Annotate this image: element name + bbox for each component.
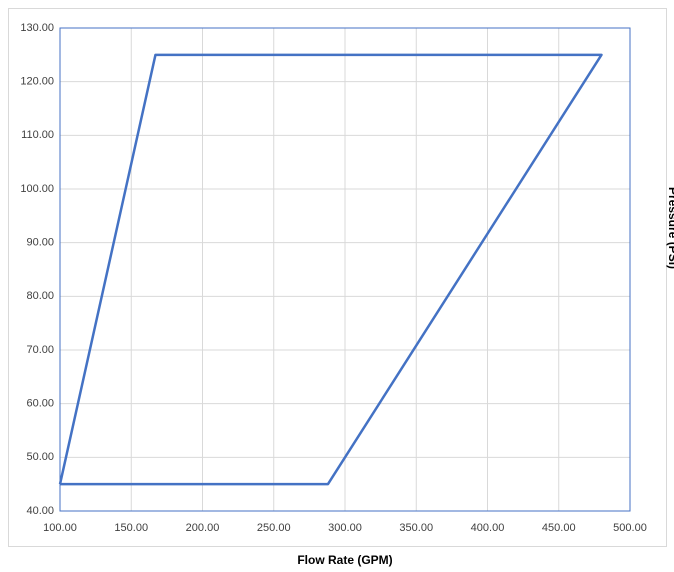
- x-tick-label: 350.00: [399, 522, 433, 534]
- series-line: [58, 53, 603, 486]
- y-tick-label: 50.00: [26, 451, 54, 463]
- y-tick-label: 130.00: [20, 22, 54, 34]
- y-tick-label: 60.00: [26, 398, 54, 410]
- y-tick-label: 90.00: [26, 237, 54, 249]
- plot-border: [59, 27, 631, 512]
- y-tick-label: 100.00: [20, 183, 54, 195]
- x-tick-label: 400.00: [471, 522, 505, 534]
- x-tick-label: 250.00: [257, 522, 291, 534]
- y-tick-label: 80.00: [26, 290, 54, 302]
- y-tick-label: 40.00: [26, 505, 54, 517]
- y-axis-title: Pressure (PSI): [666, 187, 674, 269]
- y-tick-label: 70.00: [26, 344, 54, 356]
- marks: [58, 53, 603, 486]
- x-axis-title: Flow Rate (GPM): [297, 553, 392, 567]
- y-tick-label: 110.00: [21, 129, 54, 141]
- x-tick-label: 150.00: [114, 522, 148, 534]
- y-tick-label: 120.00: [20, 76, 54, 88]
- x-tick-label: 200.00: [186, 522, 220, 534]
- x-tick-label: 450.00: [542, 522, 576, 534]
- x-tick-label: 100.00: [43, 522, 77, 534]
- x-tick-label: 300.00: [328, 522, 362, 534]
- x-tick-label: 500.00: [613, 522, 647, 534]
